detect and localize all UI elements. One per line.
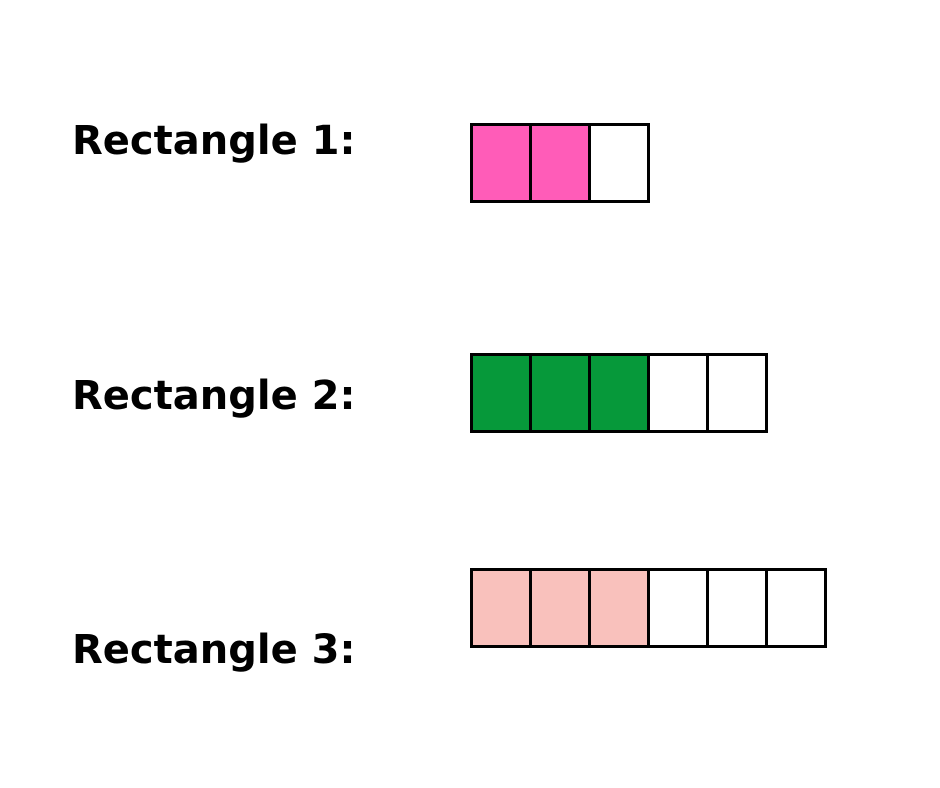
shaded-part [529, 568, 591, 648]
shaded-part [470, 568, 532, 648]
shaded-part [529, 353, 591, 433]
rectangle-3-label: Rectangle 3: [72, 627, 356, 673]
rectangle-1-strip [470, 123, 650, 203]
unshaded-part [647, 568, 709, 648]
rectangle-3-strip [470, 568, 827, 648]
unshaded-part [647, 353, 709, 433]
unshaded-part [706, 353, 768, 433]
unshaded-part [588, 123, 650, 203]
unshaded-part [765, 568, 827, 648]
rectangle-1-label: Rectangle 1: [72, 118, 356, 164]
rectangle-2-strip [470, 353, 768, 433]
shaded-part [588, 353, 650, 433]
unshaded-part [706, 568, 768, 648]
shaded-part [529, 123, 591, 203]
shaded-part [470, 123, 532, 203]
shaded-part [588, 568, 650, 648]
shaded-part [470, 353, 532, 433]
rectangle-2-label: Rectangle 2: [72, 373, 356, 419]
